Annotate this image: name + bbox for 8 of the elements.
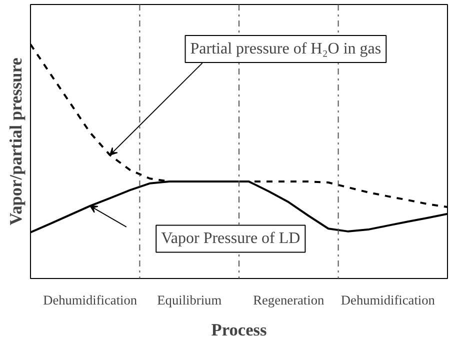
x-axis-title: Process — [211, 320, 268, 340]
annotation: Vapor Pressure of LD — [161, 230, 300, 248]
x-tick-label: Regeneration — [253, 292, 325, 308]
x-tick-label: Dehumidification — [340, 292, 436, 308]
x-tick-label: Equilibrium — [157, 292, 222, 308]
annotation: Partial pressure of H₂O in gas — [190, 40, 382, 58]
x-tick-label: Dehumidification — [43, 292, 138, 308]
y-axis-title: Vapor/partial pressure — [6, 57, 26, 226]
